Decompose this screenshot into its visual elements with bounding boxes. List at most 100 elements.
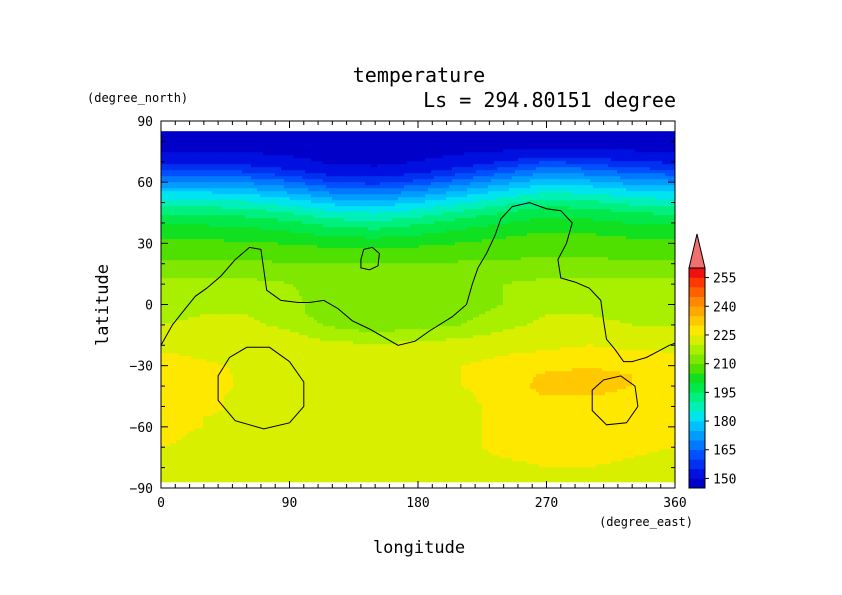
temperature-cell: [356, 197, 359, 200]
temperature-cell: [422, 188, 425, 191]
temperature-cell: [509, 143, 512, 146]
temperature-cell: [236, 203, 239, 206]
temperature-cell: [452, 152, 455, 155]
temperature-cell: [248, 161, 251, 164]
temperature-cell: [602, 188, 605, 191]
temperature-cell: [182, 161, 185, 164]
temperature-cell: [239, 197, 242, 200]
temperature-cell: [557, 173, 560, 176]
temperature-cell: [440, 158, 443, 161]
temperature-cell: [452, 173, 455, 176]
temperature-cell: [479, 170, 482, 173]
temperature-cell: [437, 179, 440, 182]
temperature-cell: [491, 206, 494, 209]
temperature-cell: [578, 185, 581, 188]
temperature-cell: [485, 137, 488, 140]
temperature-cell: [521, 191, 524, 194]
temperature-cell: [464, 170, 467, 173]
temperature-cell: [614, 140, 617, 143]
temperature-cell: [209, 173, 212, 176]
temperature-cell: [485, 131, 488, 134]
temperature-cell: [284, 164, 287, 167]
temperature-cell: [329, 131, 332, 134]
temperature-cell: [452, 206, 455, 209]
temperature-cell: [458, 158, 461, 161]
temperature-cell: [296, 185, 299, 188]
temperature-cell: [650, 167, 653, 170]
temperature-cell: [476, 185, 479, 188]
temperature-cell: [302, 203, 305, 206]
temperature-cell: [197, 212, 200, 215]
temperature-cell: [632, 131, 635, 134]
temperature-cell: [506, 197, 509, 200]
temperature-cell: [239, 200, 242, 203]
temperature-cell: [593, 188, 596, 191]
temperature-cell: [464, 158, 467, 161]
temperature-cell: [164, 158, 167, 161]
temperature-cell: [485, 215, 488, 218]
temperature-cell: [479, 149, 482, 152]
temperature-cell: [176, 176, 179, 179]
temperature-cell: [449, 149, 452, 152]
temperature-cell: [419, 155, 422, 158]
temperature-cell: [653, 191, 656, 194]
temperature-cell: [410, 131, 413, 134]
temperature-cell: [371, 167, 374, 170]
temperature-cell: [299, 164, 302, 167]
temperature-cell: [548, 170, 551, 173]
temperature-cell: [575, 131, 578, 134]
temperature-cell: [392, 161, 395, 164]
temperature-cell: [611, 143, 614, 146]
temperature-cell: [626, 200, 629, 203]
temperature-cell: [464, 206, 467, 209]
temperature-cell: [404, 191, 407, 194]
temperature-cell: [287, 182, 290, 185]
temperature-cell: [647, 191, 650, 194]
temperature-cell: [584, 191, 587, 194]
temperature-cell: [524, 164, 527, 167]
temperature-cell: [236, 209, 239, 212]
temperature-cell: [542, 179, 545, 182]
temperature-cell: [200, 140, 203, 143]
temperature-cell: [284, 158, 287, 161]
temperature-cell: [365, 188, 368, 191]
temperature-cell: [593, 203, 596, 206]
temperature-cell: [272, 146, 275, 149]
temperature-cell: [332, 212, 335, 215]
temperature-cell: [470, 152, 473, 155]
temperature-cell: [245, 134, 248, 137]
temperature-cell: [380, 161, 383, 164]
temperature-cell: [347, 203, 350, 206]
temperature-cell: [203, 182, 206, 185]
temperature-cell: [668, 152, 671, 155]
temperature-cell: [524, 209, 527, 212]
temperature-cell: [626, 131, 629, 134]
temperature-cell: [275, 152, 278, 155]
temperature-cell: [467, 164, 470, 167]
temperature-cell: [626, 191, 629, 194]
temperature-cell: [206, 149, 209, 152]
temperature-cell: [296, 176, 299, 179]
temperature-cell: [500, 200, 503, 203]
temperature-cell: [281, 131, 284, 134]
temperature-cell: [314, 191, 317, 194]
temperature-cell: [608, 176, 611, 179]
temperature-cell: [413, 188, 416, 191]
temperature-cell: [338, 188, 341, 191]
temperature-cell: [221, 212, 224, 215]
temperature-cell: [425, 206, 428, 209]
temperature-cell: [464, 143, 467, 146]
temperature-cell: [170, 218, 173, 221]
temperature-cell: [257, 164, 260, 167]
temperature-cell: [374, 170, 377, 173]
temperature-cell: [431, 200, 434, 203]
temperature-cell: [380, 152, 383, 155]
temperature-cell: [608, 182, 611, 185]
temperature-cell: [317, 182, 320, 185]
temperature-cell: [326, 212, 329, 215]
temperature-cell: [521, 206, 524, 209]
temperature-cell: [353, 137, 356, 140]
temperature-cell: [218, 140, 221, 143]
temperature-cell: [407, 155, 410, 158]
temperature-cell: [380, 155, 383, 158]
